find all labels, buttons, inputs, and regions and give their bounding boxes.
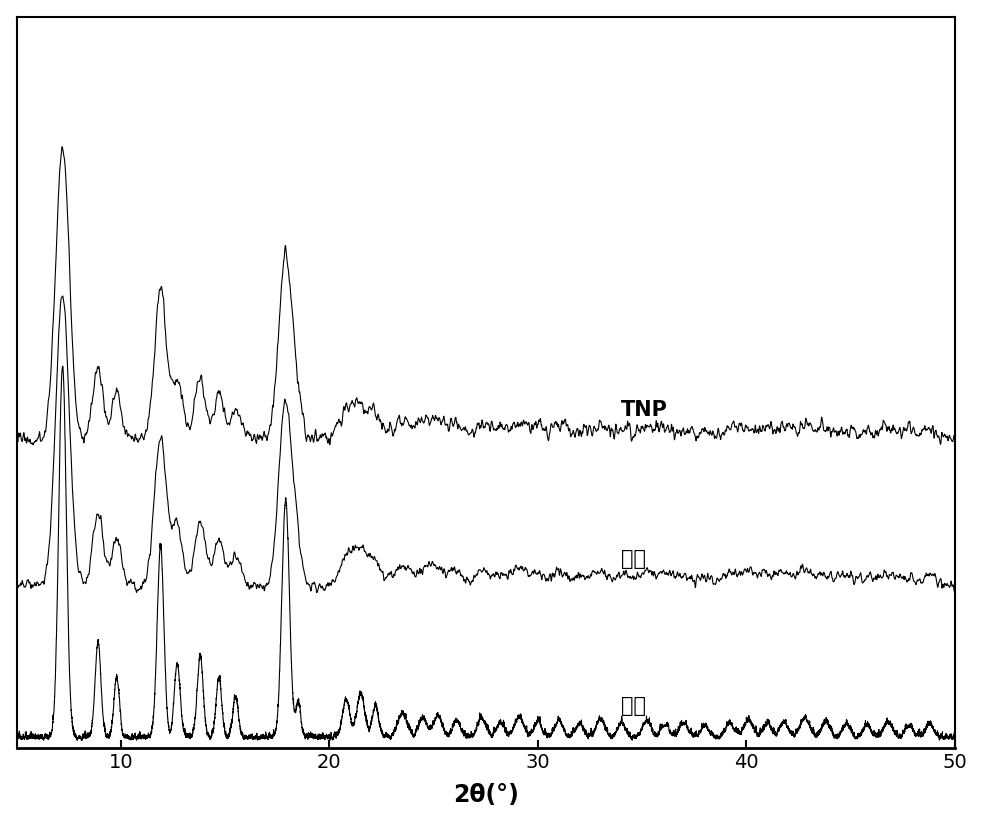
Text: 晶体: 晶体 xyxy=(621,549,646,569)
Text: 模拟: 模拟 xyxy=(621,695,646,716)
X-axis label: 2θ(°): 2θ(°) xyxy=(453,784,519,808)
Text: TNP: TNP xyxy=(621,400,668,419)
